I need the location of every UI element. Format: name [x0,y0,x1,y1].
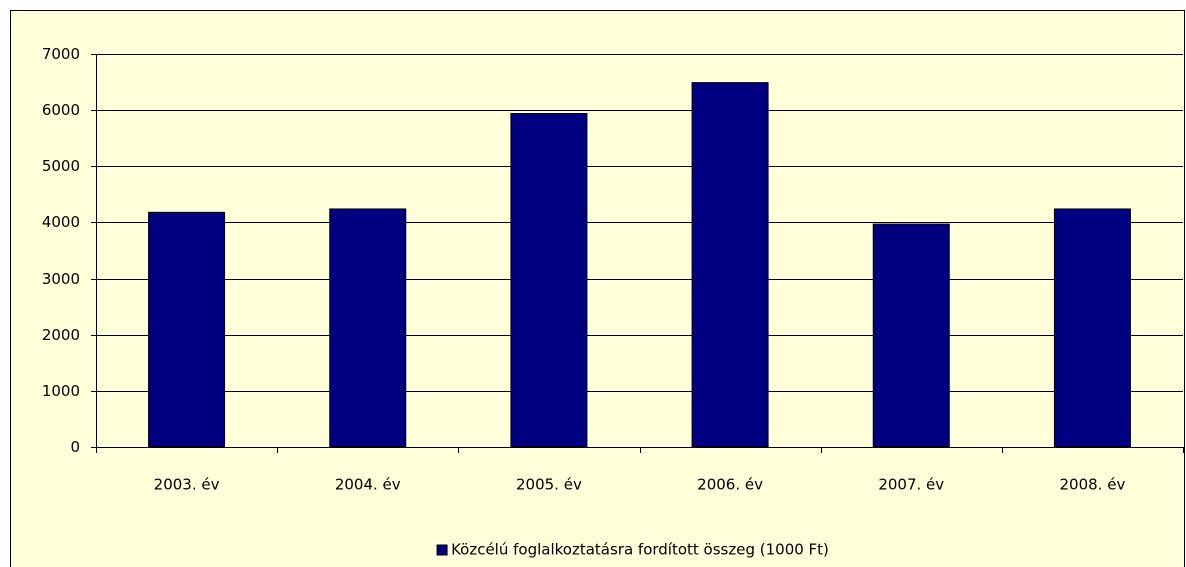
bar [872,223,950,448]
x-tick-label: 2005. év [516,476,582,494]
y-tick-label: 7000 [42,45,80,63]
bar [691,82,769,448]
y-tick-label: 1000 [42,382,80,400]
bar [329,208,407,448]
x-tick-label: 2007. év [878,476,944,494]
y-tick-label: 4000 [42,213,80,231]
y-tick-label: 5000 [42,157,80,175]
legend-swatch [436,544,448,556]
legend-label: Közcélú foglalkoztatásra fordított össze… [451,541,829,559]
y-tick-label: 2000 [42,326,80,344]
y-tick-label: 0 [70,438,80,456]
x-tick-label: 2006. év [697,476,763,494]
x-tick-label: 2003. év [154,476,220,494]
x-tick-label: 2008. év [1060,476,1126,494]
bar [510,113,588,448]
y-tick-label: 6000 [42,101,80,119]
x-tick-label: 2004. év [335,476,401,494]
bar [148,211,226,448]
bar [1053,208,1131,448]
y-tick-label: 3000 [42,270,80,288]
